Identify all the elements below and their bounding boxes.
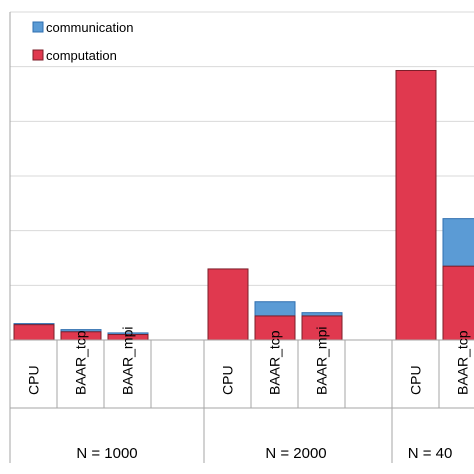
bar-computation bbox=[13, 324, 55, 341]
category-tick-label: BAAR_mpi bbox=[120, 327, 136, 395]
legend-swatch bbox=[32, 49, 44, 61]
legend-label: communication bbox=[46, 20, 133, 35]
category-tick-label: BAAR_tcp bbox=[455, 330, 471, 395]
bar-computation bbox=[254, 315, 296, 341]
bar-computation bbox=[442, 265, 474, 341]
category-tick-label: CPU bbox=[26, 365, 42, 395]
bar-computation bbox=[395, 69, 437, 341]
category-tick-label: CPU bbox=[220, 365, 236, 395]
legend-swatch bbox=[32, 21, 44, 33]
axes bbox=[9, 12, 474, 463]
legend-label: computation bbox=[46, 48, 117, 63]
bar-communication bbox=[254, 301, 296, 317]
bar-computation bbox=[207, 268, 249, 341]
tick-labels: CPU BAAR_tcp BAAR_mpi CPU BAAR_tcp BAAR_mpi CP… bbox=[26, 327, 471, 462]
category-tick-label: CPU bbox=[408, 365, 424, 395]
category-tick-label: BAAR_tcp bbox=[73, 330, 89, 395]
bar-communication bbox=[442, 218, 474, 267]
group-label: N = 40 bbox=[408, 445, 453, 462]
group-label: N = 2000 bbox=[265, 445, 326, 462]
category-tick-label: BAAR_mpi bbox=[314, 327, 330, 395]
bars bbox=[13, 69, 474, 341]
legend: communication computation bbox=[32, 20, 133, 63]
category-tick-label: BAAR_tcp bbox=[267, 330, 283, 395]
group-label: N = 1000 bbox=[76, 445, 137, 462]
